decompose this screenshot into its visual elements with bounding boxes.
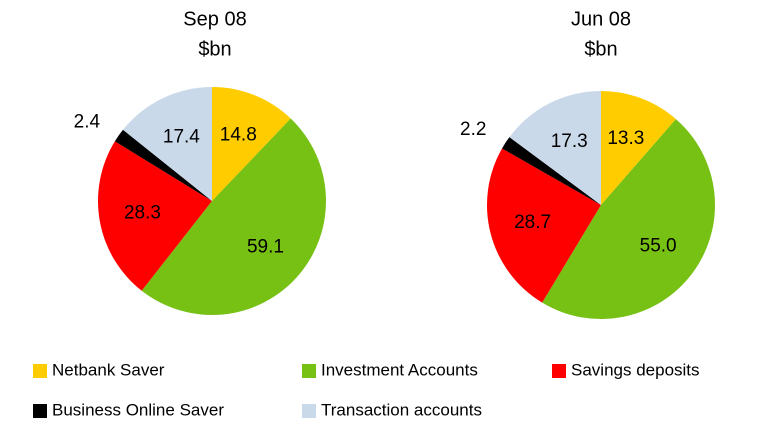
legend-label: Netbank Saver bbox=[52, 360, 165, 379]
data-label: 55.0 bbox=[640, 236, 677, 257]
legend-swatch bbox=[33, 404, 47, 418]
pie-slice bbox=[114, 129, 212, 201]
pie-slice bbox=[601, 91, 676, 205]
chart-title: Sep 08 bbox=[183, 8, 246, 30]
legend-swatch bbox=[302, 404, 316, 418]
legend-label: Business Online Saver bbox=[52, 400, 224, 419]
pie-slice bbox=[502, 137, 601, 205]
data-label: 13.3 bbox=[607, 128, 644, 149]
data-label: 2.4 bbox=[74, 111, 101, 132]
pie-slice bbox=[542, 119, 715, 319]
data-label: 2.2 bbox=[460, 119, 486, 140]
data-label: 59.1 bbox=[247, 236, 284, 257]
legend-swatch bbox=[33, 364, 47, 378]
chart-subtitle: $bn bbox=[198, 38, 231, 60]
chart-title: Jun 08 bbox=[571, 8, 631, 30]
data-label: 17.4 bbox=[163, 126, 200, 147]
legend-label: Savings deposits bbox=[571, 360, 700, 379]
pie-slice bbox=[141, 118, 326, 315]
chart-subtitle: $bn bbox=[584, 38, 617, 60]
pie-slice bbox=[509, 91, 601, 205]
pie-slice bbox=[212, 87, 291, 201]
data-label: 17.3 bbox=[551, 131, 588, 152]
legend-swatch bbox=[552, 364, 566, 378]
pie-slice bbox=[486, 148, 601, 303]
legend-label: Transaction accounts bbox=[321, 400, 482, 419]
data-label: 14.8 bbox=[220, 124, 257, 145]
data-label: 28.7 bbox=[514, 212, 551, 233]
legend-label: Investment Accounts bbox=[321, 360, 478, 379]
legend-swatch bbox=[302, 364, 316, 378]
pie-slice bbox=[122, 87, 212, 201]
data-label: 28.3 bbox=[124, 203, 161, 224]
pie-slice bbox=[97, 141, 212, 291]
